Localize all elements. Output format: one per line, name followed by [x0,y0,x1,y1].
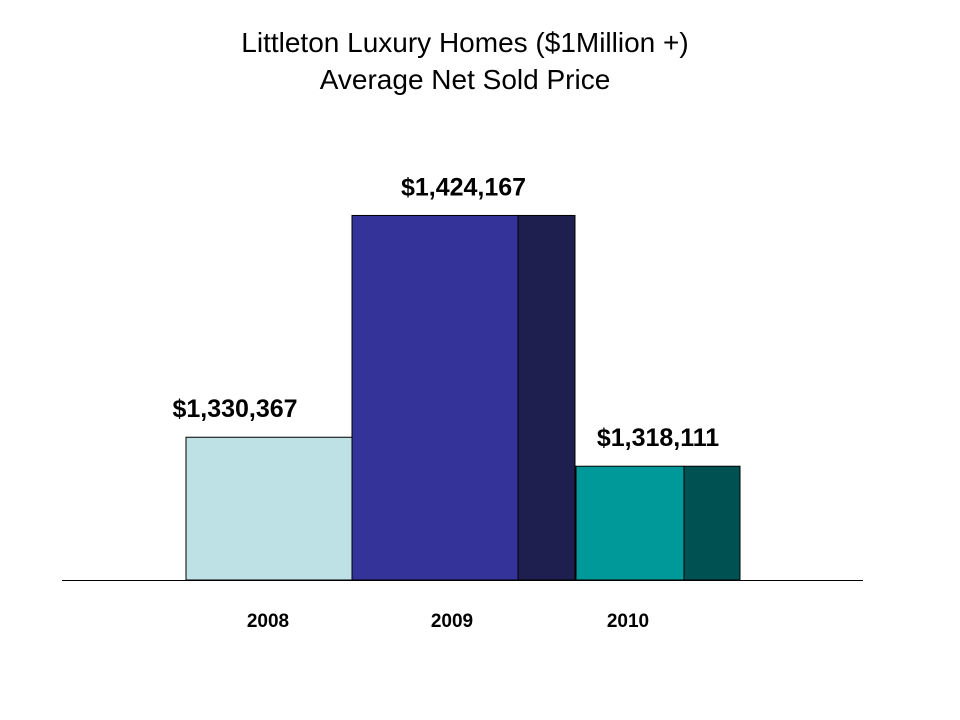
value-label-2008: $1,330,367 [172,395,297,423]
value-label-2009: $1,424,167 [401,173,526,201]
bar-2010 [575,465,685,581]
chart-subtitle: Average Net Sold Price [319,64,611,95]
x-tick-label-2009: 2009 [431,611,473,632]
bar-side-2010 [683,465,741,581]
bar-2009 [351,214,519,581]
bar-side-2009 [517,214,576,581]
chart-title: Littleton Luxury Homes ($1Million +) [241,27,689,58]
x-tick-label-2008: 2008 [247,611,289,632]
x-tick-label-2010: 2010 [607,611,649,632]
value-label-2010: $1,318,111 [597,424,719,452]
bar-2008 [185,436,353,581]
